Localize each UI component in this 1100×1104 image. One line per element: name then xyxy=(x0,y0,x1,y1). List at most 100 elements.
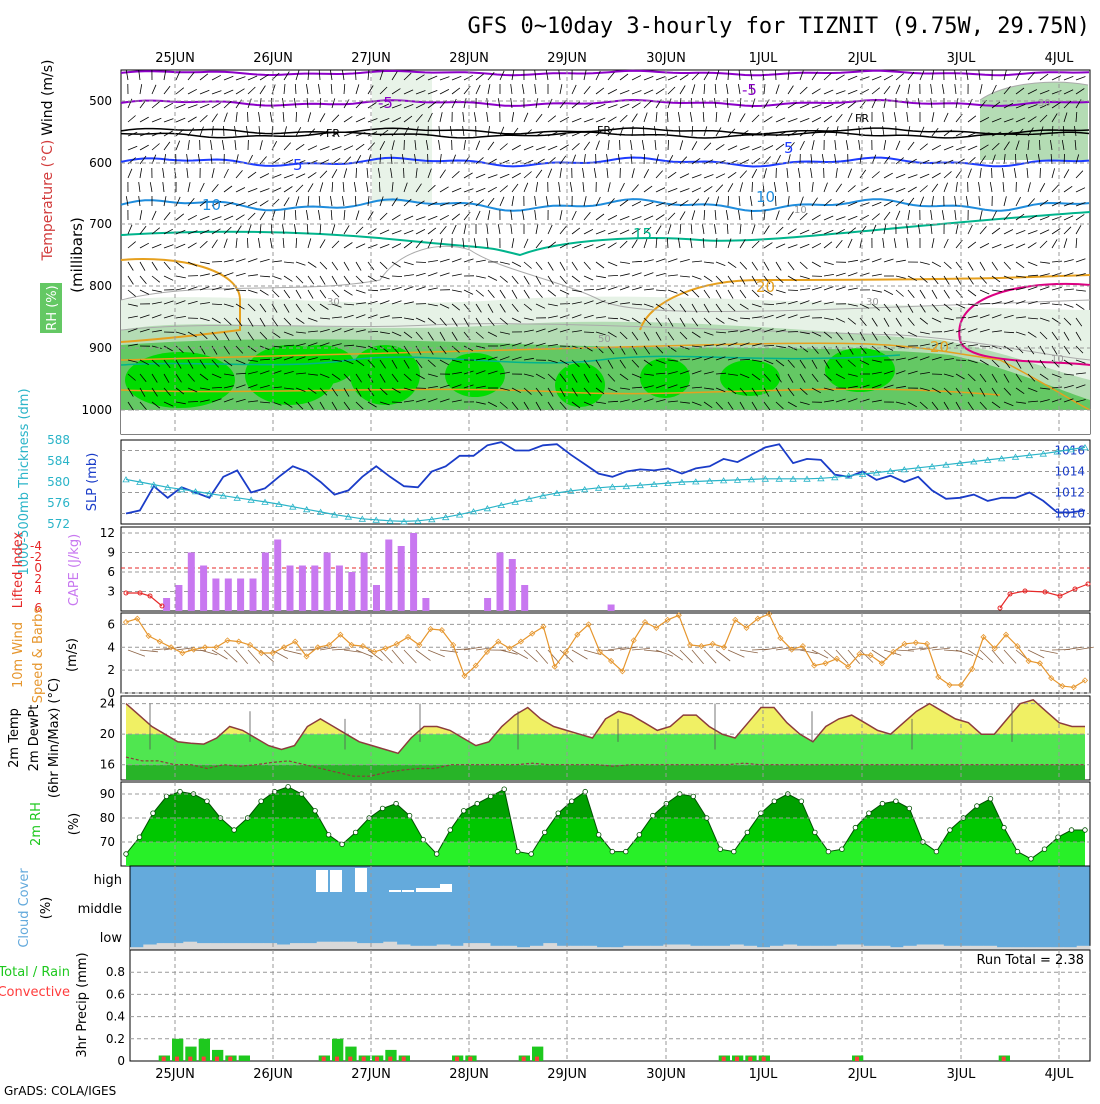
low-cloud-17 xyxy=(357,943,371,950)
ytick-70: 70 xyxy=(100,835,115,849)
wind-barb-1255 xyxy=(788,290,798,291)
precip-conv-65 xyxy=(1002,1057,1006,1061)
low-cloud-51 xyxy=(810,946,824,950)
rh-point-61 xyxy=(948,828,953,833)
precip-conv-44 xyxy=(722,1057,726,1061)
label-rh30-c: 30 xyxy=(1038,98,1051,109)
low-cloud-7 xyxy=(223,943,237,950)
rh-point-70 xyxy=(1069,828,1074,833)
wind-barb-1495 xyxy=(788,332,798,333)
ytick-24: 24 xyxy=(100,697,115,711)
rh-point-28 xyxy=(502,787,507,792)
precip-conv-47 xyxy=(762,1057,766,1061)
rh-point-15 xyxy=(326,833,331,838)
wind-barb-1862 xyxy=(392,402,402,403)
precip-conv-4 xyxy=(188,1057,192,1061)
precip-conv-29 xyxy=(522,1057,526,1061)
low-cloud-71 xyxy=(1077,946,1091,950)
rh-point-57 xyxy=(894,799,899,804)
label-5-b: 5 xyxy=(784,139,794,157)
low-cloud-49 xyxy=(783,945,797,951)
cape-bar-12 xyxy=(274,540,281,612)
high-cloud-3 xyxy=(389,890,401,892)
temp-band-cool xyxy=(121,765,1090,780)
rh-point-42 xyxy=(691,794,696,799)
precip-conv-54 xyxy=(855,1057,859,1061)
precip-total-8 xyxy=(239,1056,250,1062)
ytick-500: 500 xyxy=(89,94,112,108)
rh-point-60 xyxy=(934,849,939,854)
cape-bar-39 xyxy=(608,605,615,612)
top-date-2JUL: 2JUL xyxy=(848,51,878,66)
precip-conv-17 xyxy=(362,1057,366,1061)
cape-bar-13 xyxy=(287,566,294,612)
cape-bar-24 xyxy=(422,598,429,611)
low-cloud-6 xyxy=(210,943,224,950)
ytick-0: 0 xyxy=(117,1054,125,1068)
rh-point-3 xyxy=(164,794,169,799)
wind-barb-1382 xyxy=(392,318,402,319)
low-cloud-14 xyxy=(317,942,331,950)
cape-bar-15 xyxy=(311,566,318,612)
top-date-27JUN: 27JUN xyxy=(351,51,391,66)
ytick-2: 2 xyxy=(107,663,115,677)
label-rh10-a: 10 xyxy=(794,205,807,216)
low-cloud-21 xyxy=(410,946,424,950)
rh-point-50 xyxy=(799,799,804,804)
low-cloud-23 xyxy=(437,945,451,951)
rh-point-47 xyxy=(759,811,764,816)
low-cloud-9 xyxy=(250,943,264,950)
cloud-level-low: low xyxy=(100,931,123,946)
chart-title: GFS 0~10day 3-hourly for TIZNIT (9.75W, … xyxy=(467,14,1090,39)
rh-point-10 xyxy=(259,799,264,804)
rh-point-46 xyxy=(745,830,750,835)
low-cloud-16 xyxy=(343,942,357,950)
cape-bar-31 xyxy=(509,559,516,611)
precip-conv-25 xyxy=(468,1057,472,1061)
rh-point-58 xyxy=(907,806,912,811)
rh-point-54 xyxy=(853,825,858,830)
rh-point-25 xyxy=(461,809,466,814)
ytick-80: 80 xyxy=(100,811,115,825)
rh-point-16 xyxy=(340,842,345,847)
low-cloud-52 xyxy=(823,946,837,950)
low-cloud-33 xyxy=(570,946,584,950)
rh-point-27 xyxy=(488,794,493,799)
rh-point-51 xyxy=(813,830,818,835)
rh-point-20 xyxy=(394,801,399,806)
label-20: 20 xyxy=(756,278,775,296)
low-cloud-63 xyxy=(970,946,984,950)
low-cloud-48 xyxy=(770,946,784,950)
precip-conv-label: Convective xyxy=(0,985,70,1000)
label-minus5-b: -5 xyxy=(742,81,757,99)
wind-barb-636 xyxy=(1040,168,1041,178)
precip-conv-20 xyxy=(402,1057,406,1061)
low-cloud-44 xyxy=(717,946,731,950)
low-cloud-40 xyxy=(663,945,677,951)
high-cloud-7 xyxy=(440,884,452,892)
ytick-6: 6 xyxy=(107,617,115,631)
low-cloud-60 xyxy=(930,945,944,951)
low-cloud-58 xyxy=(903,946,917,950)
ytick-580: 580 xyxy=(47,475,70,489)
wind-label: 10m Wind xyxy=(11,622,26,688)
bottom-date-4JUL: 4JUL xyxy=(1045,1067,1075,1082)
cape-bar-14 xyxy=(299,566,306,612)
label-20-b: 20 xyxy=(930,338,949,356)
rh-upper-right xyxy=(980,82,1088,160)
low-cloud-39 xyxy=(650,946,664,950)
low-cloud-64 xyxy=(983,946,997,950)
rh-point-65 xyxy=(1002,825,1007,830)
low-cloud-8 xyxy=(237,943,251,950)
top-date-28JUN: 28JUN xyxy=(449,51,489,66)
temp-label-a: 2m Temp xyxy=(7,708,22,768)
label-15: 15 xyxy=(633,225,652,243)
run-total: Run Total = 2.38 xyxy=(976,953,1084,968)
rh-point-24 xyxy=(448,828,453,833)
rh-point-71 xyxy=(1083,828,1088,833)
high-cloud-5 xyxy=(416,888,428,892)
low-cloud-53 xyxy=(837,945,851,951)
